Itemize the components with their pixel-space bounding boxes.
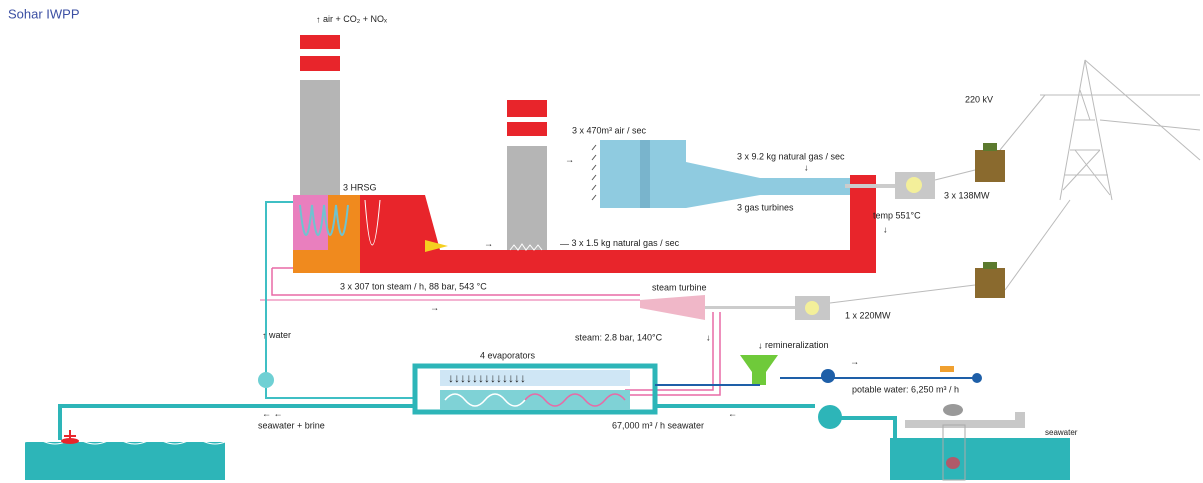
st-power-label: 1 x 220MW <box>845 310 891 320</box>
transformer-top <box>983 143 997 151</box>
temperature-arrow: ↓ <box>883 224 888 234</box>
shaft <box>705 306 795 309</box>
stack-band <box>507 100 547 117</box>
brine-arrow: ← ← <box>262 408 283 418</box>
duct-fuel-label: — 3 x 1.5 kg natural gas / sec <box>560 238 680 248</box>
steam-label: 3 x 307 ton steam / h, 88 bar, 543 °C <box>340 281 487 291</box>
brine-label: seawater + brine <box>258 420 325 430</box>
water-line <box>266 388 415 398</box>
transformer <box>975 150 1005 182</box>
seawater-intake-label: seawater <box>1045 428 1078 437</box>
gas-turbine <box>600 140 850 208</box>
extraction-line <box>625 312 720 395</box>
stack-band <box>300 49 340 56</box>
temperature-label: temp 551°C <box>873 210 921 220</box>
stack-band <box>507 122 547 136</box>
valve <box>940 366 954 372</box>
seawater-pump <box>818 405 842 429</box>
hrsg-label: 3 HRSG <box>343 182 377 192</box>
gt-power-label: 3 x 138MW <box>944 190 990 200</box>
gas-turbines-label: 3 gas turbines <box>737 202 794 212</box>
spray-arrows: ↓↓↓↓↓↓↓↓↓↓↓↓↓ <box>448 371 526 385</box>
air-label: 3 x 470m³ air / sec <box>572 125 647 135</box>
remineralization-label: ↓ remineralization <box>758 340 829 350</box>
voltage-label: 220 kV <box>965 94 993 104</box>
sea-intake <box>890 438 1070 480</box>
duct-fuel-arrow: → <box>484 238 493 248</box>
water-label: ↑ water <box>262 330 291 340</box>
diagram: Sohar IWPP ↑ air + CO₂ + NOₓ 3 HRSG → 3 … <box>0 0 1203 483</box>
stack-band <box>507 136 547 146</box>
intake-head <box>943 404 963 416</box>
intake-pump <box>946 457 960 469</box>
water-text: water <box>268 330 291 340</box>
title: Sohar IWPP <box>8 6 80 21</box>
cable <box>935 170 975 180</box>
transformer-top <box>983 262 997 269</box>
gas-fuel-arrow: ↓ <box>804 162 809 172</box>
generator-rotor <box>906 177 922 193</box>
pylon <box>1000 60 1200 290</box>
remineralization-funnel <box>740 355 778 385</box>
extraction-arrow: ↓ <box>706 332 711 342</box>
potable-pump <box>821 369 835 383</box>
generator-rotor <box>805 301 819 315</box>
exhaust-label: ↑ air + CO₂ + NOₓ <box>316 14 387 24</box>
shaft <box>845 184 895 188</box>
steam-arrow: → <box>430 302 439 312</box>
air-intake <box>592 145 596 200</box>
steam-turbine <box>640 295 705 320</box>
water-line <box>266 202 293 375</box>
seawater-arrow: ← <box>728 408 737 418</box>
transformer <box>975 268 1005 298</box>
air-arrow: → <box>565 154 574 164</box>
evaporators-label: 4 evaporators <box>480 350 536 360</box>
stack-band <box>507 117 547 122</box>
stack-band <box>300 35 340 49</box>
potable-arrow: → <box>850 356 859 366</box>
seawater-flow-label: 67,000 m³ / h seawater <box>612 420 704 430</box>
cable <box>830 285 975 303</box>
remineralization-text: remineralization <box>765 340 829 350</box>
duct-fuel-text: 3 x 1.5 kg natural gas / sec <box>572 238 680 248</box>
pump <box>258 372 274 388</box>
potable-outlet <box>972 373 982 383</box>
steam-turbine-label: steam turbine <box>652 282 707 292</box>
stack-band <box>300 56 340 71</box>
left-stack <box>300 35 340 195</box>
sea-outfall <box>25 442 225 480</box>
exhaust-text: air + CO₂ + NOₓ <box>323 14 387 24</box>
evaporator-bundle <box>440 390 630 410</box>
stack-band <box>300 71 340 80</box>
bypass-stack <box>507 100 547 250</box>
potable-label: potable water: 6,250 m³ / h <box>852 384 959 394</box>
gas-turbine-section <box>640 140 650 208</box>
buoy <box>61 438 79 444</box>
gas-fuel-label: 3 x 9.2 kg natural gas / sec <box>737 151 845 161</box>
extraction-label: steam: 2.8 bar, 140°C <box>575 332 663 342</box>
